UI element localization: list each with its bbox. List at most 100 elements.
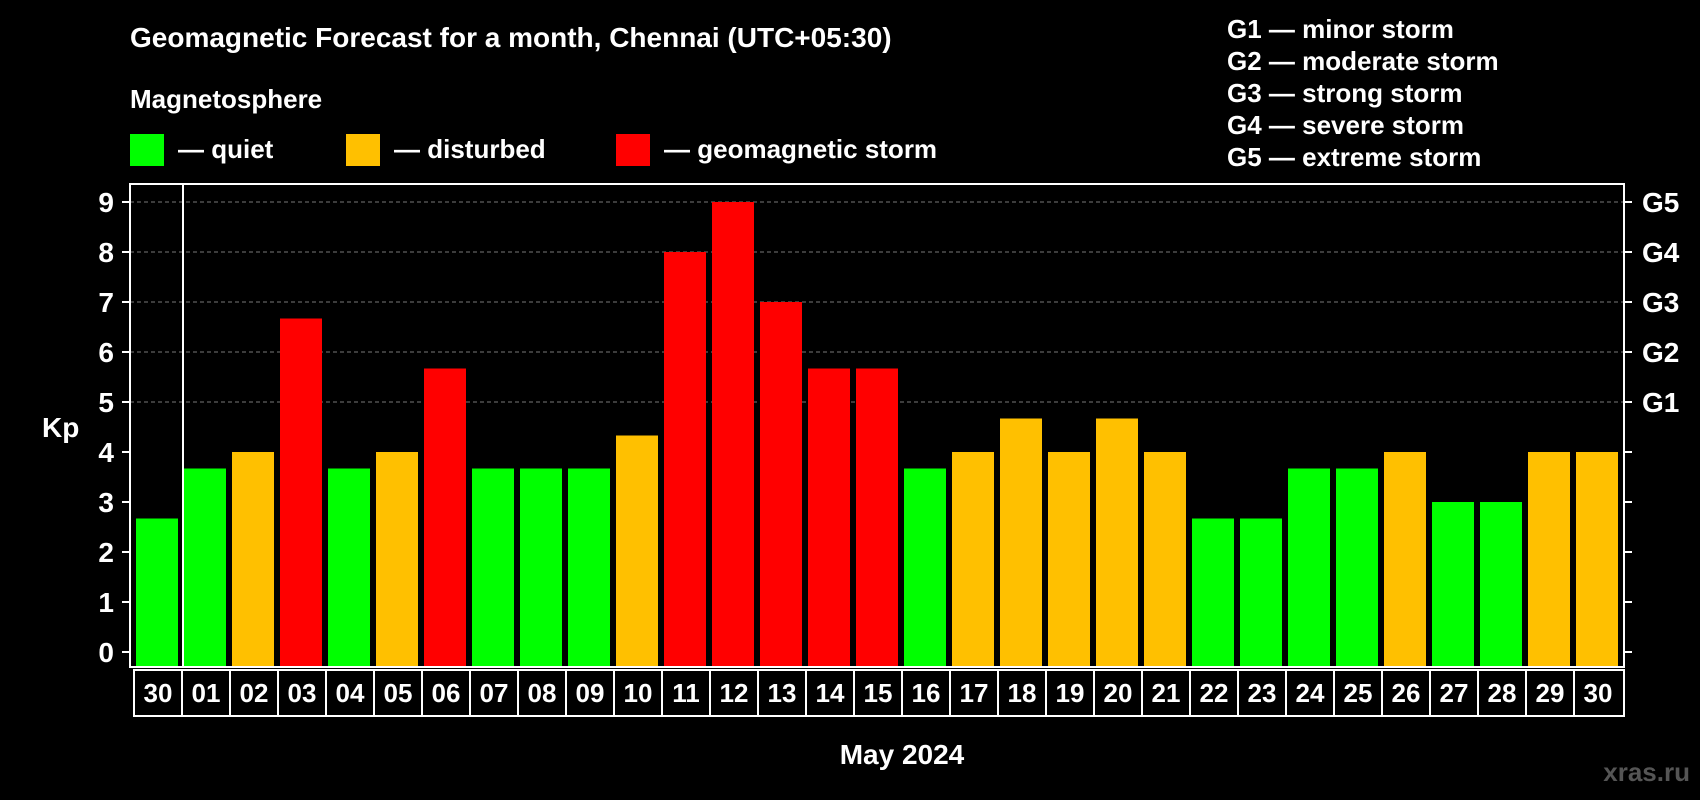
bar bbox=[1096, 418, 1138, 668]
bar bbox=[664, 252, 706, 668]
bar bbox=[952, 452, 994, 668]
x-tick-label: 02 bbox=[240, 678, 269, 708]
bar bbox=[136, 518, 178, 668]
legend-swatch bbox=[346, 134, 380, 166]
y-tick-label: 7 bbox=[98, 287, 114, 318]
x-tick-label: 06 bbox=[432, 678, 461, 708]
grid-lines bbox=[130, 201, 1624, 403]
x-tick-label: 15 bbox=[864, 678, 893, 708]
right-tick-label: G1 bbox=[1642, 387, 1679, 418]
x-tick-label: 23 bbox=[1248, 678, 1277, 708]
plot-frame bbox=[129, 183, 1625, 668]
bar bbox=[568, 468, 610, 668]
bar bbox=[232, 452, 274, 668]
y-tick-label: 4 bbox=[98, 437, 114, 468]
x-tick-label: 12 bbox=[720, 678, 749, 708]
x-tick-label: 28 bbox=[1488, 678, 1517, 708]
bar bbox=[520, 468, 562, 668]
x-tick-label: 29 bbox=[1536, 678, 1565, 708]
y-tick-label: 2 bbox=[98, 537, 114, 568]
x-tick-label: 11 bbox=[672, 678, 700, 708]
y-axis-label: Kp bbox=[42, 412, 79, 443]
bar bbox=[1432, 502, 1474, 668]
scale-legend-item: G5 — extreme storm bbox=[1227, 142, 1481, 172]
scale-legend-item: G4 — severe storm bbox=[1227, 110, 1464, 140]
right-tick-label: G3 bbox=[1642, 287, 1679, 318]
watermark: xras.ru bbox=[1603, 757, 1690, 787]
x-tick-label: 30 bbox=[1584, 678, 1613, 708]
bar bbox=[184, 468, 226, 668]
x-tick-label: 20 bbox=[1104, 678, 1133, 708]
bar bbox=[1192, 518, 1234, 668]
right-tick-label: G2 bbox=[1642, 337, 1679, 368]
x-tick-label: 17 bbox=[960, 678, 989, 708]
bar bbox=[472, 468, 514, 668]
bar bbox=[1528, 452, 1570, 668]
bar bbox=[808, 368, 850, 668]
bar bbox=[1048, 452, 1090, 668]
x-tick-label: 04 bbox=[336, 678, 365, 708]
y-tick-label: 0 bbox=[98, 637, 114, 668]
chart-subtitle: Magnetosphere bbox=[130, 84, 322, 114]
bar bbox=[904, 468, 946, 668]
bar bbox=[856, 368, 898, 668]
x-tick-label: 22 bbox=[1200, 678, 1229, 708]
chart-title: Geomagnetic Forecast for a month, Chenna… bbox=[130, 22, 892, 53]
x-tick-label: 01 bbox=[192, 678, 221, 708]
legend-label: — geomagnetic storm bbox=[664, 134, 937, 164]
right-tick-label: G4 bbox=[1642, 237, 1680, 268]
y-tick-label: 9 bbox=[98, 187, 114, 218]
color-legend: — quiet — disturbed — geomagnetic storm bbox=[130, 134, 937, 166]
x-axis-labels: 30 01 02 03 04 05 06 07 08 09 10 11 12 13 14 15 16 17 18 19… bbox=[133, 669, 1625, 717]
bar bbox=[328, 468, 370, 668]
bar bbox=[1336, 468, 1378, 668]
bar bbox=[1480, 502, 1522, 668]
bar bbox=[712, 202, 754, 668]
x-tick-label: 27 bbox=[1440, 678, 1469, 708]
x-tick-label: 07 bbox=[480, 678, 509, 708]
x-tick-label: 13 bbox=[768, 678, 797, 708]
x-tick-label: 21 bbox=[1152, 678, 1181, 708]
legend-swatch bbox=[616, 134, 650, 166]
bar bbox=[1000, 418, 1042, 668]
x-label-row bbox=[133, 669, 1625, 717]
bar bbox=[1288, 468, 1330, 668]
x-tick-label: 08 bbox=[528, 678, 557, 708]
bar bbox=[1384, 452, 1426, 668]
x-tick-label: 10 bbox=[624, 678, 653, 708]
bars bbox=[136, 202, 1618, 668]
bar bbox=[280, 318, 322, 668]
x-tick-label: 03 bbox=[288, 678, 317, 708]
y-tick-label: 3 bbox=[98, 487, 114, 518]
bar bbox=[376, 452, 418, 668]
bar bbox=[1144, 452, 1186, 668]
y-tick-label: 8 bbox=[98, 237, 114, 268]
x-tick-label: 05 bbox=[384, 678, 413, 708]
bar bbox=[760, 302, 802, 668]
y-tick-label: 1 bbox=[98, 587, 114, 618]
bar bbox=[616, 435, 658, 668]
right-tick-label: G5 bbox=[1642, 187, 1679, 218]
legend-label: — disturbed bbox=[394, 134, 546, 164]
x-axis-label: May 2024 bbox=[840, 739, 965, 770]
x-tick-label: 26 bbox=[1392, 678, 1421, 708]
x-tick-label: 09 bbox=[576, 678, 605, 708]
y-tick-label: 6 bbox=[98, 337, 114, 368]
bar bbox=[424, 368, 466, 668]
x-tick-label: 25 bbox=[1344, 678, 1373, 708]
x-tick-label: 19 bbox=[1056, 678, 1085, 708]
y-axis-ticks: 0 1 2 3 4 5 6 7 8 9 bbox=[98, 187, 130, 668]
x-tick-label: 16 bbox=[912, 678, 941, 708]
legend-swatch bbox=[130, 134, 164, 166]
scale-legend-item: G3 — strong storm bbox=[1227, 78, 1462, 108]
bar bbox=[1576, 452, 1618, 668]
bar bbox=[1240, 518, 1282, 668]
right-axis-ticks: G1 G2 G3 G4 G5 bbox=[1624, 187, 1680, 653]
x-tick-label: 18 bbox=[1008, 678, 1037, 708]
scale-legend-item: G1 — minor storm bbox=[1227, 14, 1454, 44]
x-tick-label: 14 bbox=[816, 678, 845, 708]
y-tick-label: 5 bbox=[98, 387, 114, 418]
x-tick-label: 24 bbox=[1296, 678, 1325, 708]
